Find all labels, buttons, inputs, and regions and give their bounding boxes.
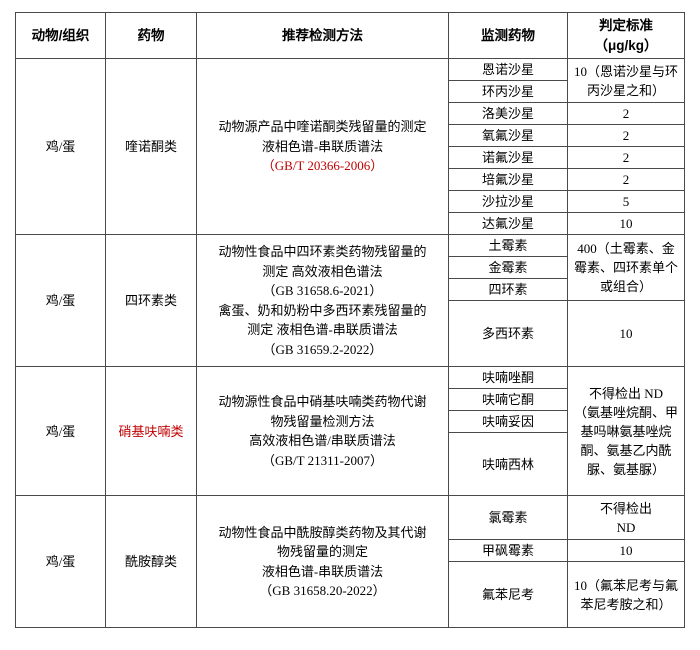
standard-cell: 10（恩诺沙星与环丙沙星之和） [567,58,685,103]
drug-name-cell: 洛美沙星 [448,102,568,125]
drug-name-cell: 呋喃西林 [448,432,568,496]
standard-cell: 2 [567,146,685,169]
drug-name-cell: 四环素 [448,278,568,301]
method-gb-reference: （GB/T 20366-2006） [261,158,384,174]
table-row: 氟苯尼考 10（氟苯尼考与氟苯尼考胺之和） [16,561,685,628]
drug-name-cell: 氟苯尼考 [448,561,568,628]
method-line: 高效液相色谱/串联质谱法 [249,433,396,448]
standard-cell: 5 [567,190,685,213]
drug-class-cell: 四环素类 [105,234,197,367]
table-row: 鸡/蛋 硝基呋喃类 动物源性食品中硝基呋喃类药物代谢 物残留量检测方法 高效液相… [15,366,685,496]
residue-standards-table: 动物/组织 药物 推荐检测方法 监测药物 判定标准 （μg/kg） 鸡/蛋 喹诺… [15,12,685,628]
table-row: 鸡/蛋 四环素类 动物性食品中四环素类药物残留量的 测定 高效液相色谱法 （GB… [15,234,685,367]
drug-name-cell: 呋喃妥因 [448,410,568,433]
header-animal-tissue: 动物/组织 [15,12,106,59]
table-row: 达氟沙星 10 [16,212,685,235]
method-line: 动物源性食品中硝基呋喃类药物代谢 [218,394,427,409]
header-monitored-drug: 监测药物 [448,12,568,59]
standard-cell: 2 [567,168,685,191]
method-line: 禽蛋、奶和奶粉中多西环素残留量的 [218,302,427,318]
drug-class-cell: 酰胺醇类 [105,495,197,628]
method-cell: 动物源产品中喹诺酮类残留量的测定 液相色谱-串联质谱法 （GB/T 20366-… [196,58,449,235]
table-row: 鸡/蛋 喹诺酮类 动物源产品中喹诺酮类残留量的测定 液相色谱-串联质谱法 （GB… [15,58,685,235]
method-line: 动物性食品中四环素类药物残留量的 [218,244,427,259]
drug-name-cell: 土霉素 [448,234,568,257]
drug-name-cell: 沙拉沙星 [448,190,568,213]
standard-cell: 400（土霉素、金霉素、四环素单个或组合） [567,234,685,301]
method-gb-reference: （GB 31659.2-2022） [262,341,383,357]
table-row: 沙拉沙星 5 [16,190,685,213]
drug-name-cell: 培氟沙星 [448,168,568,191]
method-line: 物残留量的测定 [276,544,368,559]
method-line: 物残留量检测方法 [270,413,375,429]
drug-name-cell: 甲砜霉素 [448,539,568,562]
standard-line: ND [616,519,636,535]
standard-cell: 10（氟苯尼考与氟苯尼考胺之和） [567,561,685,628]
animal-cell: 鸡/蛋 [15,366,106,496]
method-cell: 动物源性食品中硝基呋喃类药物代谢 物残留量检测方法 高效液相色谱/串联质谱法 （… [196,366,449,496]
table-row: 金霉素 [16,256,685,279]
table-row: 鸡/蛋 酰胺醇类 动物性食品中酰胺醇类药物及其代谢 物残留量的测定 液相色谱-串… [15,495,685,628]
table-row: 培氟沙星 2 [16,168,685,191]
method-gb-reference: （GB 31658.6-2021） [262,283,383,298]
drug-name-cell: 诺氟沙星 [448,146,568,169]
standard-line: 不得检出 ND [588,385,664,401]
header-drug: 药物 [105,12,197,59]
standard-cell: 10 [567,539,685,562]
table-row: 呋喃妥因 [16,410,685,433]
standard-cell: 2 [567,102,685,125]
table-header-row: 动物/组织 药物 推荐检测方法 监测药物 判定标准 （μg/kg） [15,12,685,59]
header-standard-line2: （μg/kg） [594,37,658,53]
method-cell: 动物性食品中四环素类药物残留量的 测定 高效液相色谱法 （GB 31658.6-… [196,234,449,367]
standard-cell: 不得检出 ND （氨基唑烷酮、甲基吗啉氨基唑烷酮、氨基乙内酰脲、氨基脲） [567,366,685,496]
drug-name-cell: 达氟沙星 [448,212,568,235]
method-line: 液相色谱-串联质谱法 [261,563,384,579]
drug-name-cell: 金霉素 [448,256,568,279]
standard-line: （氨基唑烷酮、甲基吗啉氨基唑烷酮、氨基乙内酰脲、氨基脲） [573,404,678,477]
animal-cell: 鸡/蛋 [15,234,106,367]
method-line: 液相色谱-串联质谱法 [261,138,384,154]
drug-name-cell: 氧氟沙星 [448,124,568,147]
method-gb-reference: （GB/T 21311-2007） [262,452,383,468]
drug-name-cell: 多西环素 [448,300,568,367]
method-cell: 动物性食品中酰胺醇类药物及其代谢 物残留量的测定 液相色谱-串联质谱法 （GB … [196,495,449,628]
drug-class-cell: 喹诺酮类 [105,58,197,235]
method-line: 动物性食品中酰胺醇类药物及其代谢 [218,524,427,540]
table-row: 甲砜霉素 10 [16,539,685,562]
standard-cell: 2 [567,124,685,147]
table-row: 呋喃它酮 [16,388,685,411]
method-gb-reference: （GB 31658.20-2022） [259,583,386,598]
drug-name-cell: 氯霉素 [448,495,568,540]
animal-cell: 鸡/蛋 [15,495,106,628]
drug-name-cell: 恩诺沙星 [448,58,568,81]
drug-name-cell: 环丙沙星 [448,80,568,103]
standard-line: 不得检出 [599,500,652,516]
method-line: 测定 高效液相色谱法 [262,263,383,279]
table-row: 呋喃西林 [16,432,685,496]
drug-name-cell: 呋喃唑酮 [448,366,568,389]
method-line: 动物源产品中喹诺酮类残留量的测定 [218,119,427,135]
standard-cell: 不得检出 ND [567,495,685,540]
header-standard: 判定标准 （μg/kg） [567,12,685,59]
drug-class-cell: 硝基呋喃类 [105,366,197,496]
drug-name-cell: 呋喃它酮 [448,388,568,411]
method-line: 测定 液相色谱-串联质谱法 [247,322,398,337]
header-method: 推荐检测方法 [196,12,449,59]
standard-cell: 10 [567,212,685,235]
header-standard-line1: 判定标准 [599,17,653,33]
standard-cell: 10 [567,300,685,367]
animal-cell: 鸡/蛋 [15,58,106,235]
